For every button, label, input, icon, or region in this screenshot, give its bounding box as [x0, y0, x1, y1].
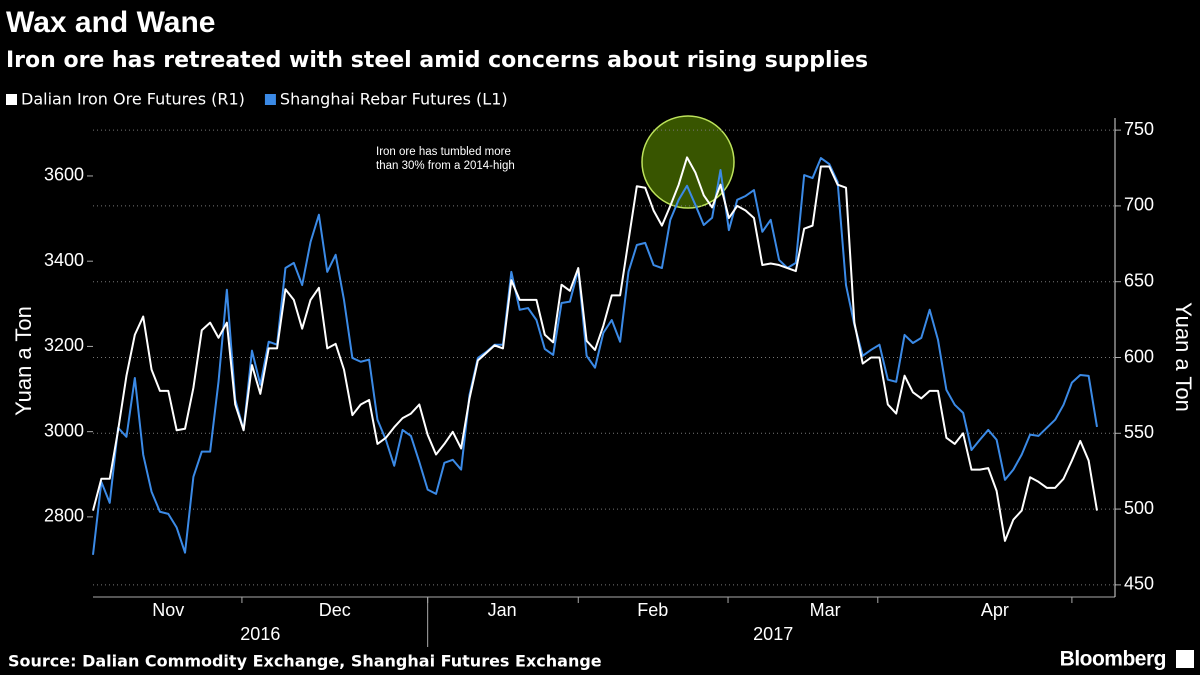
- y-tick-label: 3200: [44, 335, 84, 355]
- chart-title: Wax and Wane: [6, 6, 215, 39]
- year-label: 2016: [240, 624, 280, 644]
- data-line: [92, 157, 1098, 555]
- data-line: [92, 156, 1098, 542]
- source-note: Source: Dalian Commodity Exchange, Shang…: [8, 652, 602, 671]
- y2-tick-label: 600: [1124, 346, 1154, 366]
- x-tick-label: Nov: [152, 600, 184, 620]
- y2-tick-label: 750: [1124, 119, 1154, 139]
- x-tick-label: Jan: [488, 600, 517, 620]
- legend-label: Dalian Iron Ore Futures (R1): [21, 90, 245, 109]
- y-tick-label: 2800: [44, 506, 84, 526]
- annotation: Iron ore has tumbled more: [376, 146, 511, 158]
- y2-tick-label: 650: [1124, 270, 1154, 290]
- y2-tick-label: 700: [1124, 195, 1154, 215]
- chart-subtitle: Iron ore has retreated with steel amid c…: [6, 48, 868, 73]
- y2-tick-label: 500: [1124, 498, 1154, 518]
- x-tick-label: Feb: [637, 600, 668, 620]
- year-label: 2017: [753, 624, 793, 644]
- y-tick-label: 3600: [44, 165, 84, 185]
- y-axis-label: Yuan a Ton: [11, 306, 36, 416]
- y2-tick-label: 450: [1124, 574, 1154, 594]
- legend-label: Shanghai Rebar Futures (L1): [280, 90, 508, 109]
- x-tick-label: Mar: [810, 600, 841, 620]
- legend-swatch: [264, 94, 276, 105]
- highlight-circle: [641, 115, 735, 209]
- x-tick-label: Apr: [981, 600, 1009, 620]
- plot-area: 450 500 550 600 650 700 750 2800 3000 3200 3400 360…: [44, 118, 1154, 647]
- y-tick-label: 3400: [44, 250, 84, 270]
- brand-icon: [1176, 650, 1194, 668]
- y2-axis-label: Yuan a Ton: [1171, 302, 1196, 412]
- y2-tick-label: 550: [1124, 422, 1154, 442]
- brand-logo: Bloomberg: [1060, 648, 1166, 671]
- y-tick-label: 3000: [44, 420, 84, 440]
- legend-swatch: [6, 94, 17, 105]
- annotation: than 30% from a 2014-high: [376, 160, 515, 172]
- x-tick-label: Dec: [319, 600, 351, 620]
